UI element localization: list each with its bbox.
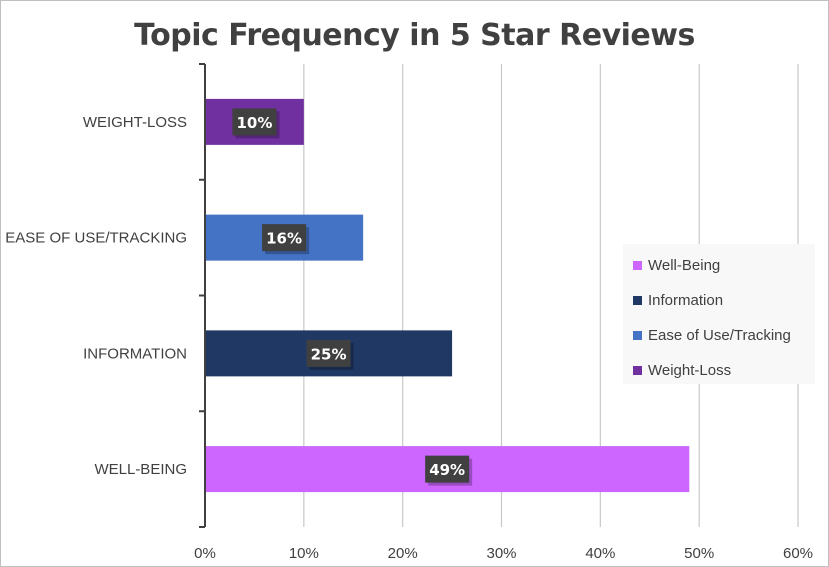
legend-label: Weight-Loss <box>648 362 732 379</box>
data-label-box <box>262 224 307 252</box>
legend-swatch <box>633 331 642 340</box>
category-label: WEIGHT-LOSS <box>83 114 187 131</box>
x-tick-label: 40% <box>585 545 615 562</box>
legend-label: Well-Being <box>648 257 721 274</box>
value-axis-labels: 0% 10% 20% 30% 40% 50% 60% <box>194 545 813 562</box>
legend-item: Well-Being <box>623 248 815 283</box>
legend-label: Information <box>648 292 724 309</box>
category-label: INFORMATION <box>83 345 187 362</box>
data-label: 10% <box>236 114 272 132</box>
chart-title: Topic Frequency in 5 Star Reviews <box>134 18 695 53</box>
category-axis: WEIGHT-LOSS EASE OF USE/TRACKING INFORMATI… <box>5 63 206 528</box>
x-tick-label: 10% <box>289 545 319 562</box>
category-label: EASE OF USE/TRACKING <box>5 230 187 247</box>
data-label-box <box>306 339 351 367</box>
legend-label: Ease of Use/Tracking <box>648 327 791 344</box>
data-label: 25% <box>311 345 347 363</box>
data-label: 16% <box>266 230 302 248</box>
legend: Well-Being Information Ease of Use/Trackin… <box>623 244 815 384</box>
x-tick-label: 30% <box>486 545 516 562</box>
data-label-box <box>425 455 470 483</box>
data-label: 49% <box>429 461 465 479</box>
legend-item: Information <box>623 283 815 318</box>
category-label: WELL-BEING <box>94 461 187 478</box>
x-tick-label: 60% <box>783 545 813 562</box>
x-tick-label: 0% <box>194 545 216 562</box>
data-label-box <box>232 108 277 136</box>
legend-swatch <box>633 366 642 375</box>
x-tick-label: 50% <box>684 545 714 562</box>
legend-swatch <box>633 261 642 270</box>
bars: 10% 16% 25% 49% <box>205 98 690 493</box>
legend-item: Weight-Loss <box>623 353 815 388</box>
x-tick-label: 20% <box>388 545 418 562</box>
legend-item: Ease of Use/Tracking <box>623 318 815 353</box>
legend-swatch <box>633 296 642 305</box>
